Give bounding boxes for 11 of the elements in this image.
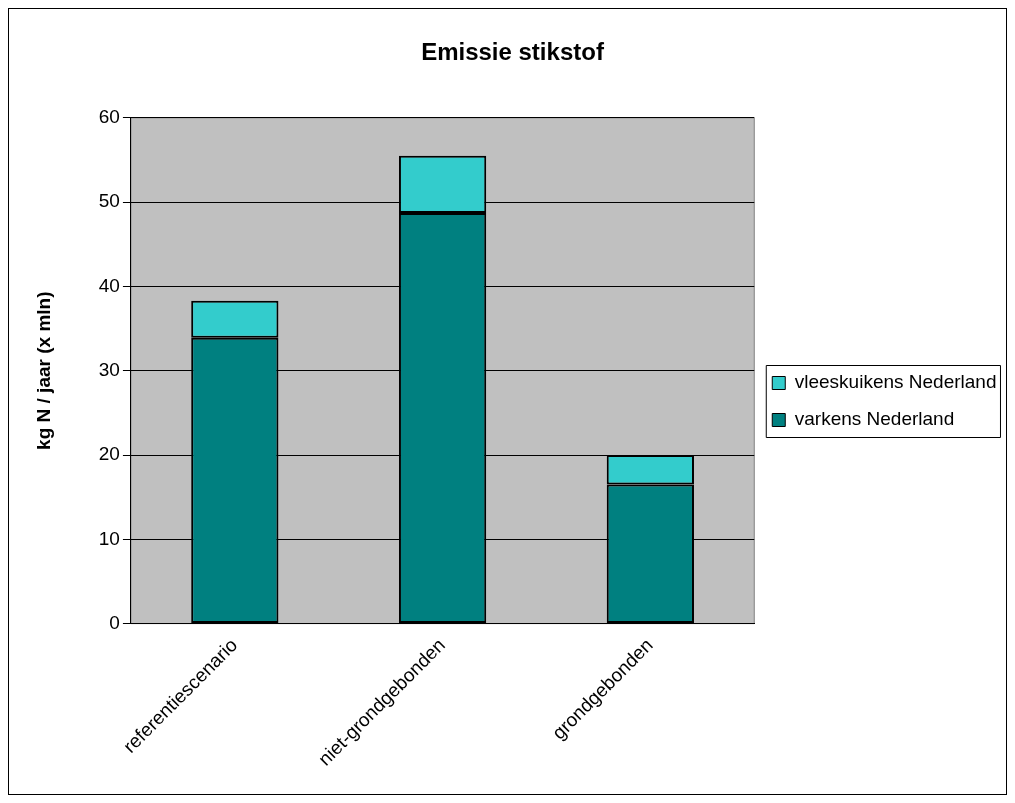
y-tick-label: 30 xyxy=(98,358,120,380)
y-tick-label: 50 xyxy=(98,190,120,212)
chart-title: Emissie stikstof xyxy=(421,38,605,66)
y-tick-label: 10 xyxy=(98,527,120,549)
legend-label: vleeskuikens Nederland xyxy=(794,371,997,393)
legend-label: varkens Nederland xyxy=(794,408,955,430)
y-tick-label: 60 xyxy=(98,106,120,128)
y-tick-label: 0 xyxy=(109,611,120,633)
y-tick-label: 20 xyxy=(98,443,120,465)
y-axis-title: kg N / jaar (x mln) xyxy=(32,291,54,450)
y-tick-label: 40 xyxy=(98,274,120,296)
